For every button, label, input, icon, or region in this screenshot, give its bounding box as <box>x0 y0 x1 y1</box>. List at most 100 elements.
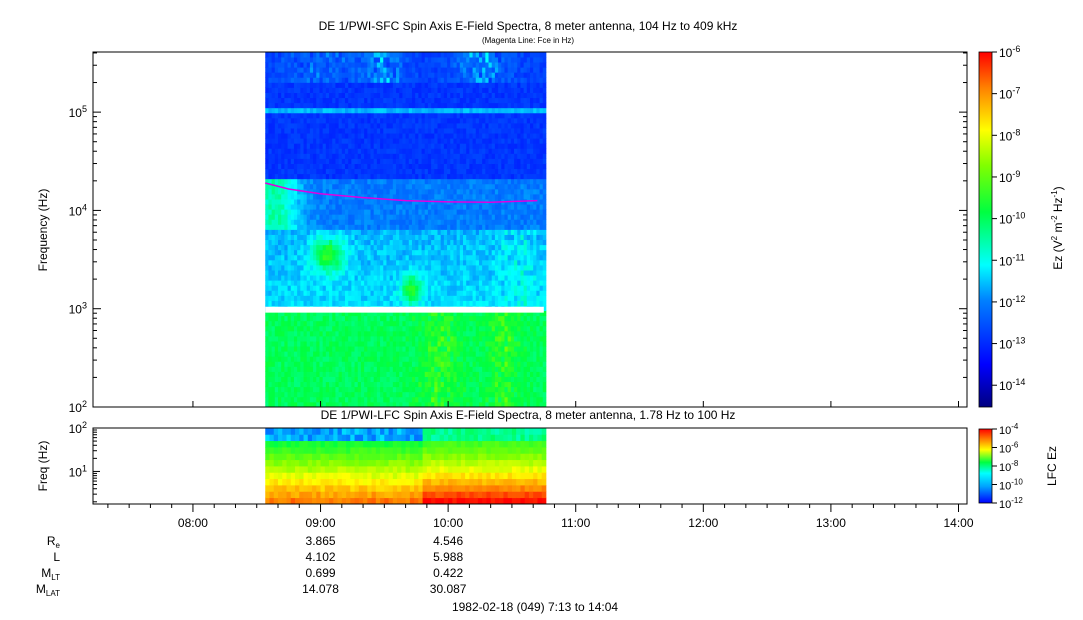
spectrogram-cell <box>341 112 346 119</box>
spectrogram-cell <box>405 244 410 251</box>
spectrogram-cell <box>348 259 352 266</box>
spectrogram-cell <box>316 168 320 175</box>
spectrogram-cell <box>466 381 470 388</box>
spectrogram-cell <box>329 295 333 301</box>
spectrogram-cell <box>265 254 269 261</box>
spectrogram-cell <box>297 67 301 73</box>
spectrogram-cell <box>453 57 458 63</box>
spectrogram-cell <box>316 128 320 134</box>
spectrogram-cell <box>389 168 394 175</box>
spectrogram-cell <box>274 163 279 170</box>
spectrogram-cell <box>443 270 448 276</box>
spectrogram-cell <box>383 219 387 225</box>
spectrogram-cell <box>478 356 483 362</box>
spectrogram-cell <box>303 295 308 301</box>
spectrogram-cell <box>354 199 359 205</box>
spectrogram-cell <box>319 285 324 291</box>
spectrogram-cell <box>306 199 311 205</box>
spectrogram-cell <box>306 259 311 266</box>
spectrogram-cell <box>380 376 384 383</box>
spectrogram-cell <box>338 117 343 124</box>
spectrogram-cell <box>376 356 381 362</box>
spectrogram-cell <box>437 330 442 337</box>
spectrogram-cell <box>370 300 375 306</box>
spectrogram-cell <box>281 401 285 407</box>
spectrogram-cell <box>411 391 416 398</box>
spectrogram-cell <box>354 249 359 256</box>
spectrogram-cell <box>383 371 387 377</box>
spectrogram-cell <box>348 229 352 235</box>
spectrogram-cell <box>482 275 486 281</box>
spectrogram-cell <box>392 280 397 286</box>
spectrogram-cell <box>475 194 480 200</box>
spectrogram-cell <box>389 209 394 215</box>
spectrogram-cell <box>281 386 285 393</box>
spectrogram-cell <box>348 168 352 175</box>
spectrogram-cell <box>354 234 359 241</box>
spectrogram-cell <box>411 295 416 301</box>
spectrogram-cell <box>399 92 403 99</box>
spectrogram-cell <box>373 376 378 383</box>
spectrogram-cell <box>447 188 451 195</box>
spectrogram-cell <box>491 391 496 398</box>
spectrogram-cell <box>316 178 320 185</box>
spectrogram-cell <box>475 133 480 139</box>
spectrogram-cell <box>411 224 416 230</box>
spectrogram-cell <box>306 57 311 63</box>
spectrogram-cell <box>265 361 269 367</box>
spectrogram-cell <box>463 143 467 149</box>
spectrogram-cell <box>287 396 292 403</box>
spectrogram-cell <box>370 143 375 149</box>
spectrogram-cell <box>434 366 438 372</box>
spectrogram-cell <box>357 351 362 357</box>
spectrogram-cell <box>491 290 496 296</box>
spectrogram-cell <box>364 320 368 327</box>
spectrogram-cell <box>265 112 269 119</box>
spectrogram-cell <box>380 194 384 200</box>
spectrogram-cell <box>478 310 483 317</box>
spectrogram-cell <box>453 163 458 170</box>
spectrogram-cell <box>335 356 340 362</box>
spectrogram-cell <box>341 72 346 78</box>
spectrogram-cell <box>456 52 461 58</box>
spectrogram-cell <box>392 290 397 296</box>
spectrogram-cell <box>383 57 387 63</box>
spectrogram-cell <box>475 366 480 372</box>
spectrogram-cell <box>319 224 324 230</box>
spectrogram-cell <box>271 199 276 205</box>
spectrogram-cell <box>297 62 301 68</box>
spectrogram-cell <box>265 391 269 398</box>
spectrogram-cell <box>300 259 304 266</box>
spectrogram-cell <box>319 194 324 200</box>
spectrogram-cell <box>293 209 298 215</box>
spectrogram-cell <box>424 224 429 230</box>
spectrogram-cell <box>357 204 362 210</box>
spectrogram-cell <box>443 371 448 377</box>
spectrogram-cell <box>437 52 442 58</box>
spectrogram-cell <box>485 381 489 388</box>
spectrogram-cell <box>290 254 295 261</box>
spectrogram-cell <box>319 107 324 114</box>
spectrogram-cell <box>354 224 359 230</box>
spectrogram-cell <box>278 295 282 301</box>
spectrogram-cell <box>309 173 314 180</box>
spectrogram-cell <box>482 391 486 398</box>
spectrogram-cell <box>415 123 419 129</box>
spectrogram-cell <box>415 214 419 220</box>
spectrogram-cell <box>466 178 470 185</box>
spectrogram-cell <box>335 97 340 104</box>
spectrogram-cell <box>348 117 352 124</box>
spectrogram-cell <box>278 254 282 261</box>
spectrogram-cell <box>459 102 464 109</box>
spectrogram-cell <box>278 320 282 327</box>
spectrogram-cell <box>453 133 458 139</box>
spectrogram-cell <box>341 320 346 327</box>
spectrogram-cell <box>316 320 320 327</box>
spectrogram-cell <box>437 244 442 251</box>
spectrogram-cell <box>376 97 381 104</box>
spectrogram-cell <box>453 173 458 180</box>
spectrogram-cell <box>443 133 448 139</box>
spectrogram-cell <box>290 356 295 362</box>
spectrogram-cell <box>466 138 470 144</box>
spectrogram-cell <box>300 396 304 403</box>
